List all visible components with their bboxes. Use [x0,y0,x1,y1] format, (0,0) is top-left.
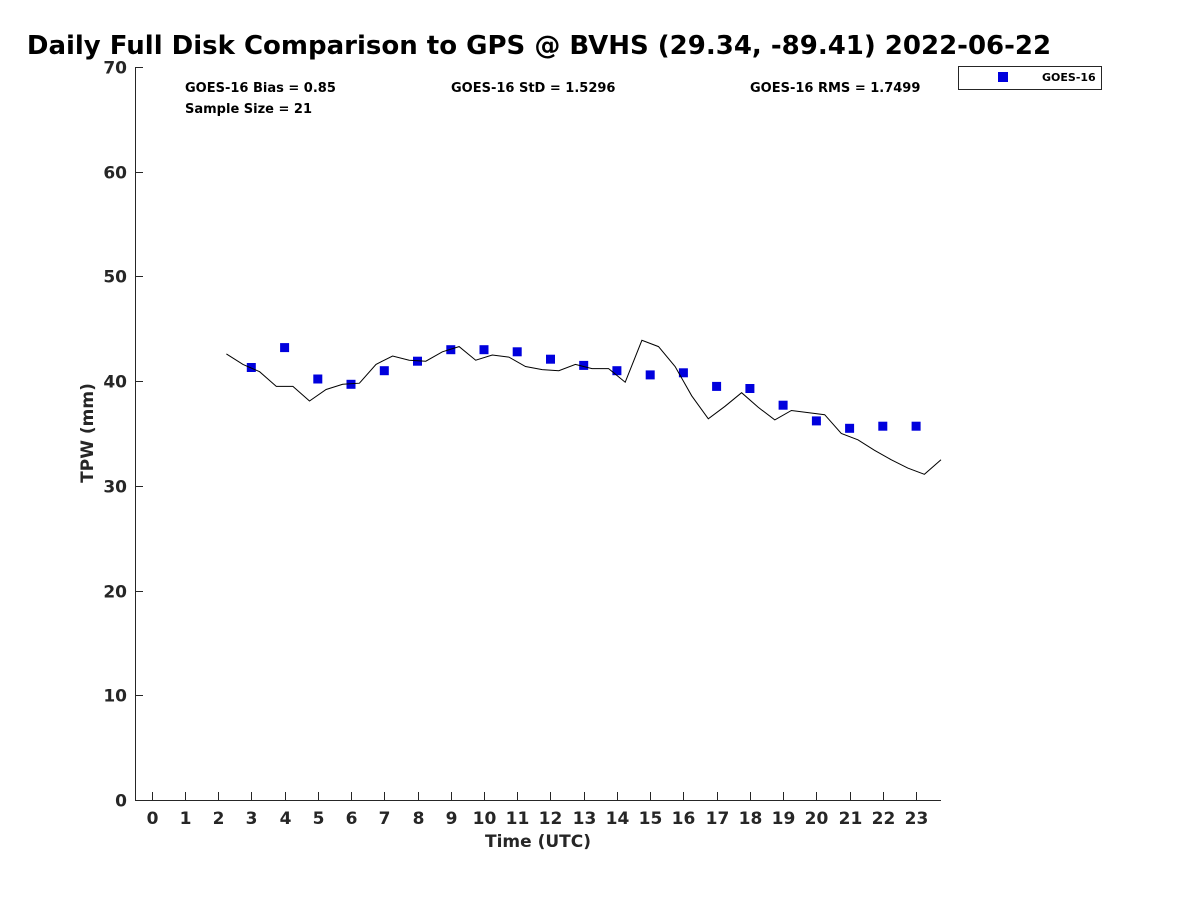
y-tick-label: 10 [103,687,127,707]
goes-16-point [346,379,356,389]
std-stat: GOES-16 StD = 1.5296 [451,81,615,96]
rms-stat: GOES-16 RMS = 1.7499 [750,81,920,96]
x-tick-label: 18 [739,809,763,829]
goes-16-point [778,400,788,410]
legend-box [958,66,1102,90]
x-tick-label: 8 [413,809,425,829]
x-tick-label: 22 [872,809,896,829]
x-tick-label: 5 [313,809,325,829]
goes-16-point [479,345,489,355]
x-tick-label: 14 [606,809,630,829]
x-tick-label: 12 [539,809,563,829]
gps-tpw-line [226,339,942,475]
goes-16-point [246,363,256,372]
x-tick-label: 15 [639,809,663,829]
bias-stat: GOES-16 Bias = 0.85 [185,81,336,96]
x-axis-label: Time (UTC) [485,832,591,852]
y-tick-label: 40 [103,373,127,393]
goes-16-point [612,366,622,376]
y-tick-label: 70 [103,59,127,79]
goes-16-point [811,416,821,426]
x-tick-label: 10 [473,809,497,829]
x-tick-label: 11 [506,809,530,829]
x-tick-label: 20 [805,809,829,829]
y-tick-label: 30 [103,478,127,498]
x-ticks: 0 1 2 3 4 5 6 7 8 9 10 11 12 13 14 15 16 17 18 19 20 21 22 23 [147,792,929,829]
x-tick-label: 4 [280,809,292,829]
x-tick-label: 16 [672,809,696,829]
x-tick-label: 9 [446,809,458,829]
goes-16-point [678,368,688,378]
x-tick-label: 13 [573,809,597,829]
y-tick-label: 50 [103,268,127,288]
goes-16-point [712,381,722,391]
x-tick-label: 17 [706,809,730,829]
x-tick-label: 21 [839,809,863,829]
y-axis-label: TPW (mm) [78,383,98,483]
goes-16-point [313,374,323,384]
goes-16-point [579,360,589,370]
legend-marker-goes-16 [998,72,1008,82]
goes-16-point [512,347,522,357]
goes-16-point [878,421,888,431]
x-tick-label: 7 [379,809,391,829]
sample-size-stat: Sample Size = 21 [185,102,312,117]
legend: GOES-16 [958,66,1102,90]
y-ticks: 0 10 20 30 40 50 60 70 [103,59,143,812]
x-tick-label: 23 [905,809,929,829]
goes-16-point [745,384,755,393]
plot-series [226,339,942,475]
x-tick-label: 6 [346,809,358,829]
x-tick-label: 0 [147,809,159,829]
chart-title: Daily Full Disk Comparison to GPS @ BVHS… [27,31,1051,61]
goes-16-point [845,423,855,433]
x-tick-label: 2 [213,809,225,829]
goes-16-point [280,343,290,353]
y-tick-label: 0 [115,792,127,812]
y-tick-label: 60 [103,164,127,184]
x-tick-label: 1 [180,809,192,829]
legend-label-goes-16: GOES-16 [1042,71,1096,84]
x-tick-label: 3 [246,809,258,829]
x-tick-label: 19 [772,809,796,829]
goes-16-point [379,366,389,376]
goes-16-point [911,421,921,431]
goes-16-point [546,354,555,364]
goes-16-point [645,370,655,380]
y-tick-label: 20 [103,583,127,603]
